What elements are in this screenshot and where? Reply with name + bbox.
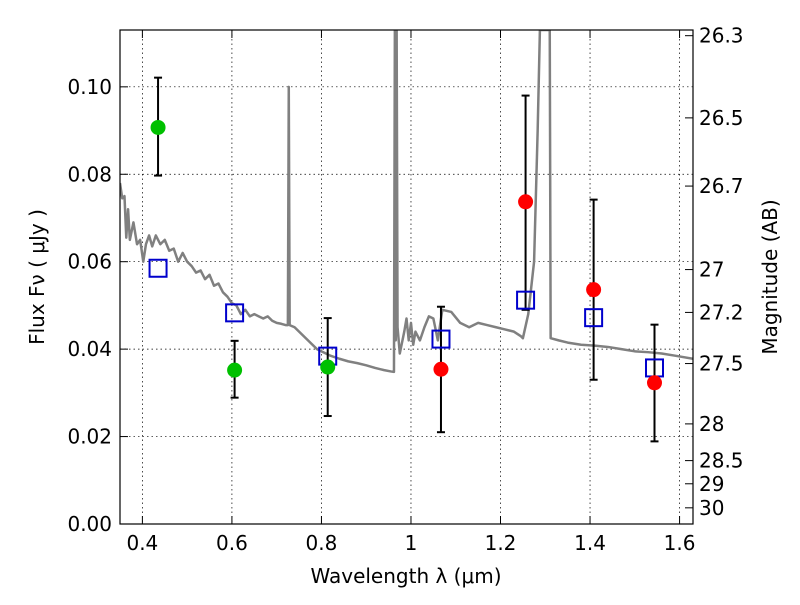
right-tick-label: 30 bbox=[699, 496, 724, 520]
right-tick-label: 27 bbox=[699, 258, 724, 282]
ticks: 0.4 0.6 0.8 1 1.2 1.4 1.6 0.00 0.02 0.04 0.06 0.08 0… bbox=[67, 24, 743, 555]
y-tick-label: 0.00 bbox=[67, 512, 112, 536]
green-data-point bbox=[227, 362, 243, 378]
red-data-point bbox=[433, 361, 449, 377]
x-tick-label: 0.4 bbox=[126, 531, 158, 555]
x-tick-label: 1.6 bbox=[664, 531, 696, 555]
x-axis-title: Wavelength λ (μm) bbox=[310, 564, 501, 588]
spectrum-layer bbox=[120, 30, 693, 374]
right-tick-label: 28.5 bbox=[699, 449, 744, 473]
x-tick-label: 0.8 bbox=[306, 531, 338, 555]
y-tick-label: 0.06 bbox=[67, 250, 112, 274]
model-photometry-square bbox=[148, 258, 168, 278]
x-tick-label: 1 bbox=[405, 531, 418, 555]
model-photometry-square bbox=[225, 303, 245, 323]
x-tick-label: 0.6 bbox=[216, 531, 248, 555]
marker-layer bbox=[148, 76, 665, 443]
right-tick-label: 27.2 bbox=[699, 300, 744, 324]
x-tick-label: 1.2 bbox=[485, 531, 517, 555]
grid bbox=[120, 30, 693, 524]
right-tick-label: 26.7 bbox=[699, 174, 744, 198]
green-data-point bbox=[150, 119, 166, 135]
model-spectrum-line bbox=[120, 30, 693, 374]
green-data-point bbox=[320, 359, 336, 375]
right-tick-label: 27.5 bbox=[699, 352, 744, 376]
model-photometry-square bbox=[431, 329, 451, 349]
y-tick-label: 0.10 bbox=[67, 75, 112, 99]
y-tick-label: 0.02 bbox=[67, 425, 112, 449]
y-axis-title: Flux Fν ( μJy ) bbox=[25, 209, 49, 345]
right-tick-label: 29 bbox=[699, 472, 724, 496]
model-photometry-square bbox=[584, 308, 604, 328]
model-photometry-square bbox=[516, 290, 536, 310]
plot-frame bbox=[119, 29, 694, 525]
red-data-point bbox=[518, 194, 534, 210]
right-tick-label: 26.3 bbox=[699, 24, 744, 48]
right-tick-label: 28 bbox=[699, 412, 724, 436]
y-tick-label: 0.08 bbox=[67, 162, 112, 186]
y-axis-right-title: Magnitude (AB) bbox=[758, 199, 782, 354]
red-data-point bbox=[586, 282, 602, 298]
red-data-point bbox=[647, 375, 663, 391]
y-tick-label: 0.04 bbox=[67, 337, 112, 361]
right-tick-label: 26.5 bbox=[699, 106, 744, 130]
x-tick-label: 1.4 bbox=[574, 531, 606, 555]
